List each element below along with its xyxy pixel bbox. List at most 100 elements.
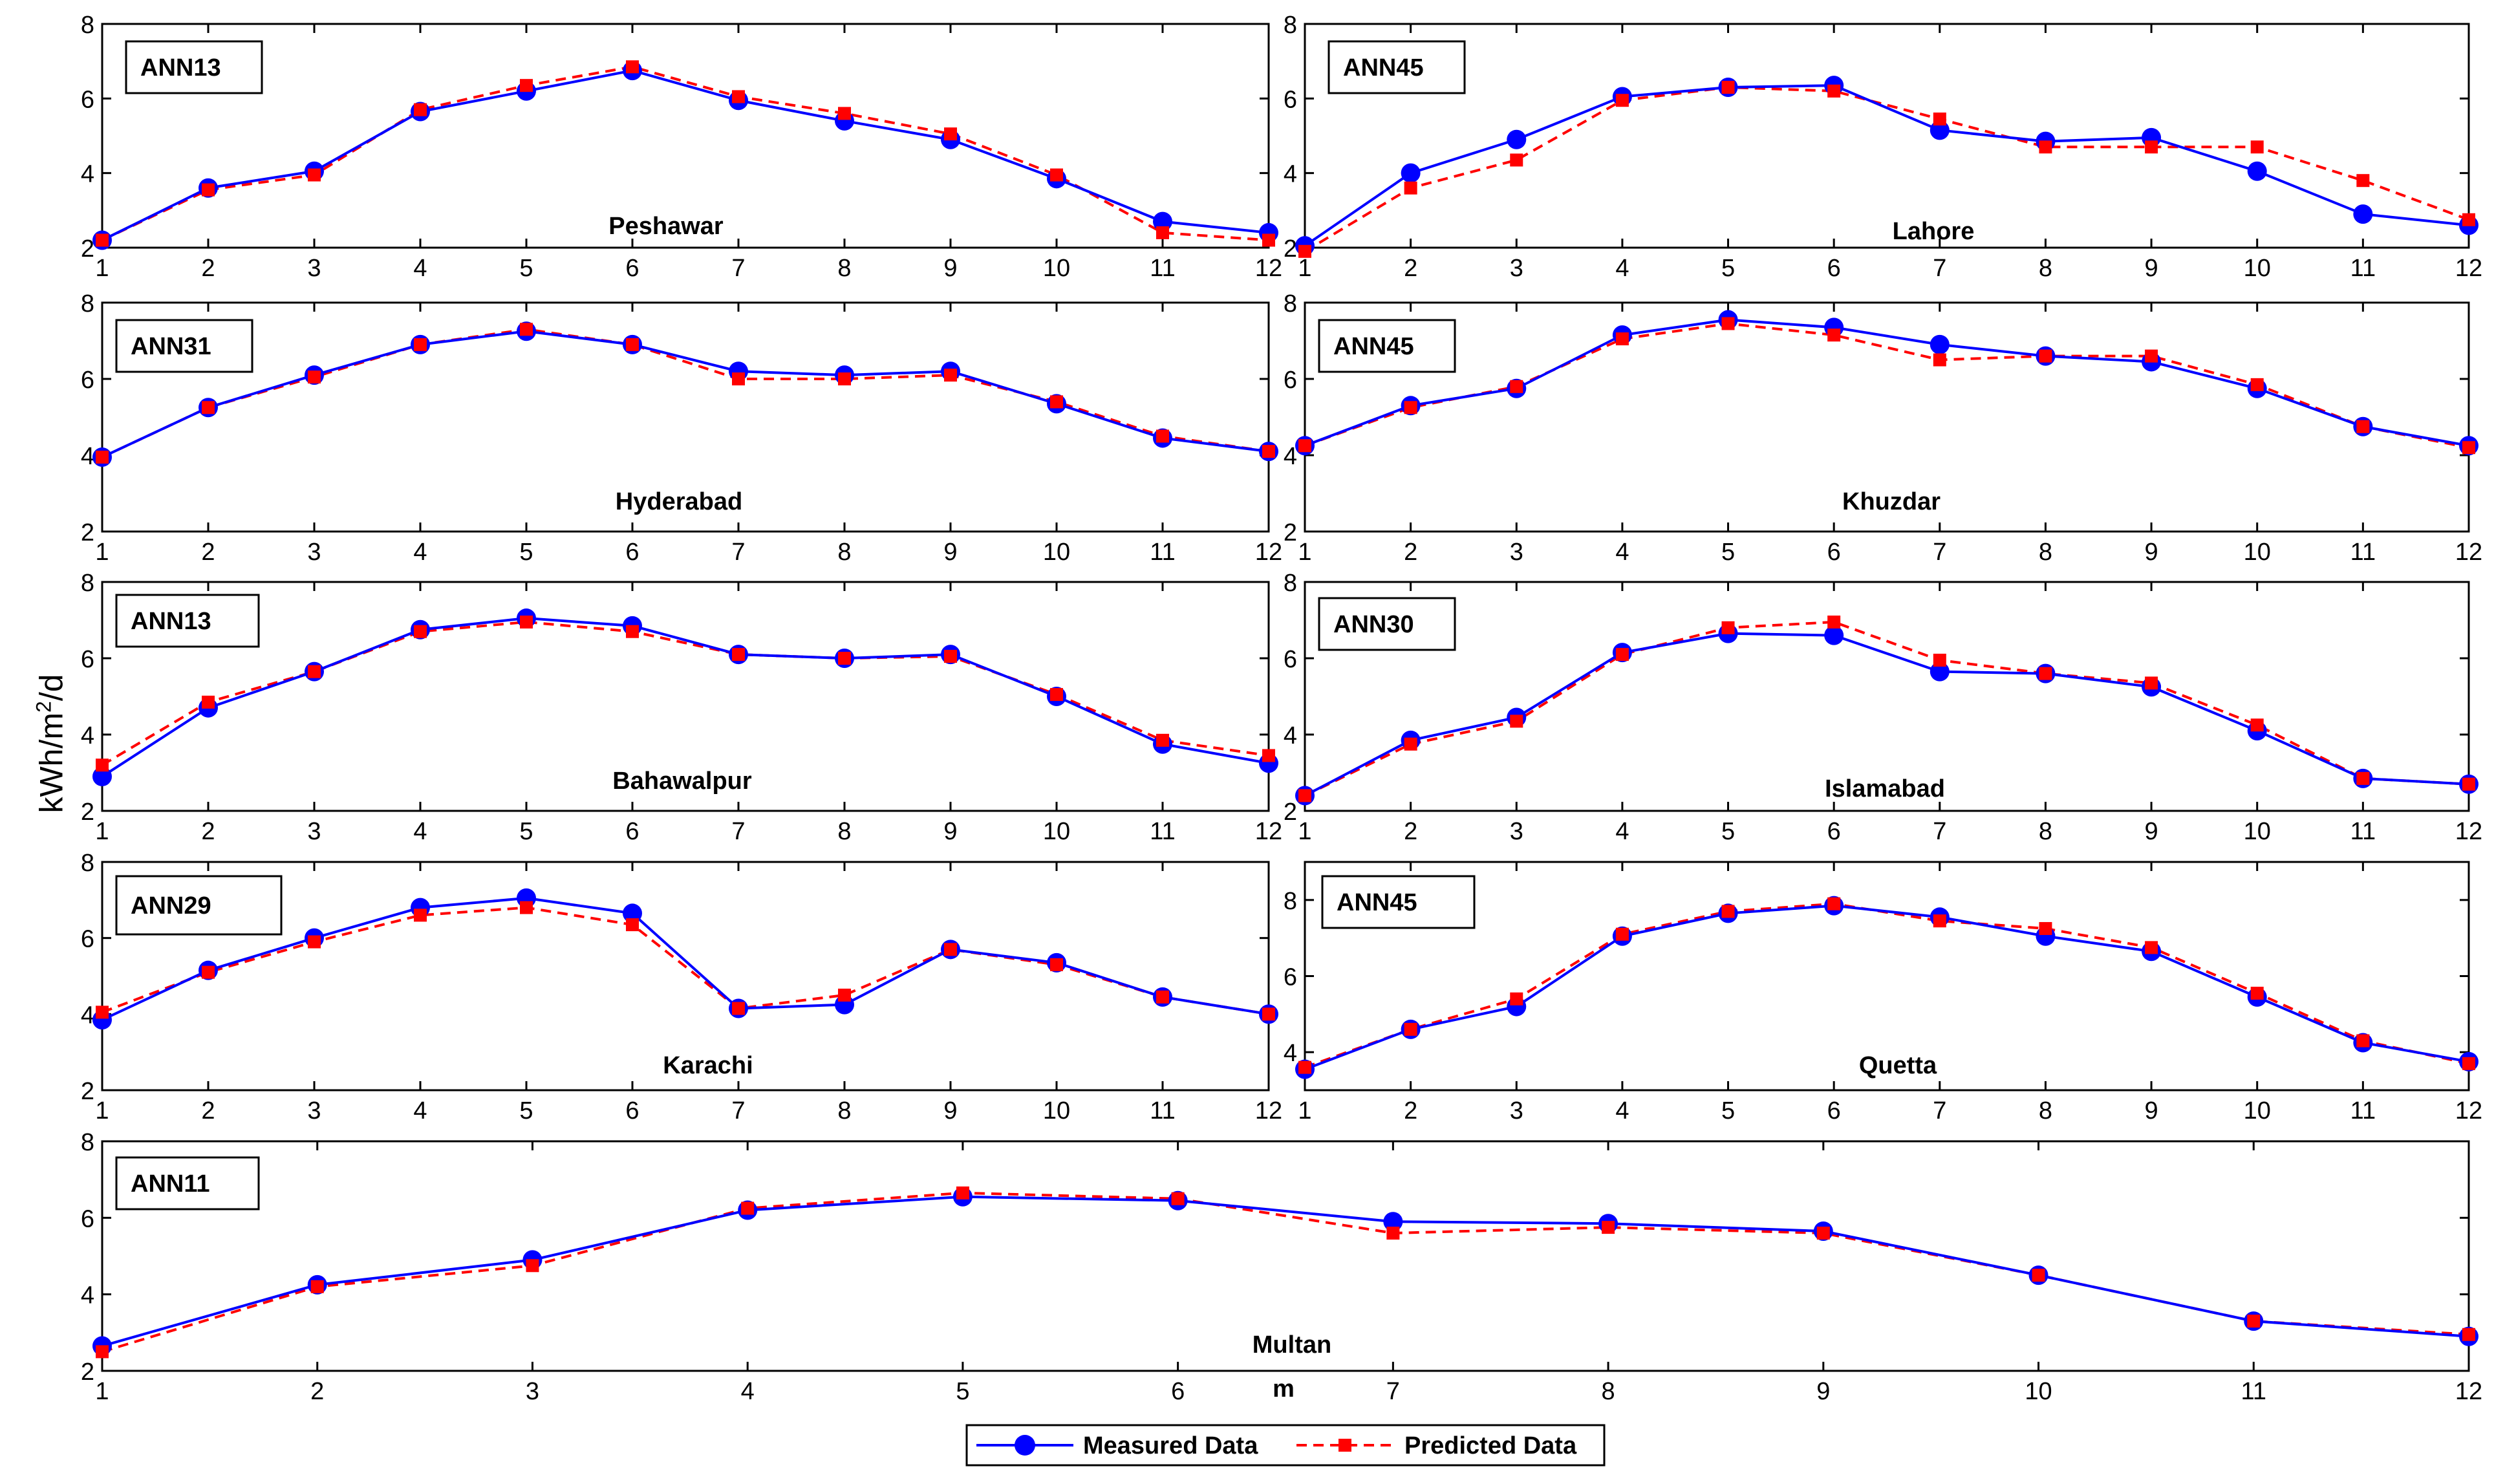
predicted-point bbox=[1933, 113, 1946, 126]
model-label: ANN11 bbox=[131, 1170, 210, 1198]
y-tick-label: 6 bbox=[1284, 86, 1297, 113]
measured-series-line bbox=[102, 896, 1269, 1021]
model-label-box bbox=[115, 319, 253, 373]
x-tick-label: 1 bbox=[1298, 539, 1311, 566]
predicted-point bbox=[202, 965, 215, 979]
model-label: ANN45 bbox=[1343, 54, 1424, 81]
x-tick-label: 8 bbox=[2039, 539, 2052, 566]
measured-series-line bbox=[102, 1195, 2469, 1348]
predicted-point bbox=[96, 233, 109, 247]
city-label: Hyderabad bbox=[616, 488, 742, 515]
predicted-point bbox=[2250, 140, 2264, 154]
predicted-point bbox=[838, 988, 851, 1002]
y-tick-label: 6 bbox=[81, 646, 94, 673]
measured-series-line bbox=[1304, 84, 2469, 247]
predicted-point bbox=[1615, 648, 1629, 661]
y-tick-label: 8 bbox=[1284, 570, 1297, 597]
x-tick-label: 6 bbox=[1827, 1097, 1841, 1124]
y-tick-label: 2 bbox=[81, 519, 94, 546]
legend-predicted-label: Predicted Data bbox=[1404, 1432, 1577, 1459]
x-tick-label: 11 bbox=[2350, 818, 2376, 845]
y-axis-label-tail: /d bbox=[33, 674, 70, 702]
predicted-point bbox=[1298, 1060, 1311, 1074]
city-label: Quetta bbox=[1859, 1052, 1937, 1079]
x-tick-label: 7 bbox=[1933, 1097, 1946, 1124]
predicted-point bbox=[732, 90, 745, 103]
y-tick-label: 4 bbox=[81, 161, 94, 188]
predicted-point bbox=[1510, 715, 1523, 728]
legend: Measured Data Predicted Data bbox=[965, 1424, 1606, 1467]
x-tick-label: 12 bbox=[1255, 1097, 1282, 1124]
x-tick-label: 7 bbox=[731, 818, 745, 845]
predicted-point bbox=[202, 183, 215, 197]
predicted-point bbox=[1721, 317, 1735, 330]
predicted-point bbox=[1615, 927, 1629, 941]
x-tick-label: 11 bbox=[2350, 539, 2376, 566]
predicted-point bbox=[1262, 445, 1275, 458]
y-tick-label: 4 bbox=[81, 1282, 94, 1309]
x-tick-label: 10 bbox=[2244, 255, 2271, 282]
x-tick-label: 9 bbox=[943, 255, 957, 282]
x-tick-label: 9 bbox=[1816, 1378, 1830, 1405]
predicted-point bbox=[2250, 986, 2264, 1000]
x-tick-label: 9 bbox=[943, 539, 957, 566]
x-tick-label: 12 bbox=[2455, 818, 2482, 845]
y-tick-label: 8 bbox=[81, 12, 94, 39]
x-tick-label: 3 bbox=[1510, 255, 1523, 282]
x-tick-label: 2 bbox=[1404, 539, 1417, 566]
legend-measured-marker bbox=[1015, 1435, 1035, 1456]
x-tick-label: 10 bbox=[1043, 539, 1070, 566]
y-tick-label: 2 bbox=[1284, 235, 1297, 263]
predicted-point bbox=[96, 1345, 109, 1359]
y-axis-label-base: kWh/m bbox=[33, 712, 70, 813]
predicted-point bbox=[2145, 349, 2158, 363]
x-tick-label: 5 bbox=[519, 818, 533, 845]
x-tick-label: 8 bbox=[2039, 818, 2052, 845]
measured-series-line bbox=[1304, 904, 2469, 1071]
x-tick-label: 7 bbox=[1933, 255, 1946, 282]
y-tick-label: 6 bbox=[81, 86, 94, 113]
plot-area-frame bbox=[101, 1140, 2470, 1372]
predicted-series-line bbox=[1304, 620, 2469, 797]
x-tick-label: 3 bbox=[307, 1097, 321, 1124]
x-tick-label: 10 bbox=[2244, 1097, 2271, 1124]
predicted-point bbox=[1602, 1221, 1615, 1234]
x-tick-label: 9 bbox=[2145, 1097, 2158, 1124]
y-tick-label: 4 bbox=[81, 722, 94, 749]
y-tick-label: 6 bbox=[81, 926, 94, 953]
x-tick-label: 3 bbox=[307, 539, 321, 566]
x-tick-label: 2 bbox=[310, 1378, 324, 1405]
predicted-point bbox=[1721, 905, 1735, 918]
x-tick-label: 7 bbox=[731, 539, 745, 566]
predicted-point bbox=[732, 1002, 745, 1015]
predicted-point bbox=[1171, 1192, 1185, 1205]
x-tick-label: 3 bbox=[307, 818, 321, 845]
y-tick-label: 4 bbox=[81, 443, 94, 470]
predicted-point bbox=[1933, 653, 1946, 667]
x-tick-label: 9 bbox=[2145, 255, 2158, 282]
predicted-point bbox=[2250, 718, 2264, 732]
measured-point bbox=[1507, 129, 1527, 149]
predicted-series-line bbox=[101, 620, 1269, 766]
predicted-series-line bbox=[102, 1191, 2469, 1353]
predicted-point bbox=[414, 103, 427, 116]
predicted-point bbox=[1050, 958, 1063, 971]
model-label: ANN29 bbox=[131, 892, 211, 919]
x-tick-label: 7 bbox=[1386, 1378, 1400, 1405]
predicted-point bbox=[1827, 84, 1841, 98]
y-tick-label: 2 bbox=[1284, 799, 1297, 826]
predicted-point bbox=[2356, 771, 2370, 785]
plot-area-frame bbox=[1304, 581, 2470, 812]
x-tick-label: 5 bbox=[1721, 1097, 1735, 1124]
x-tick-label: 1 bbox=[95, 539, 109, 566]
plot-area-frame bbox=[1304, 301, 2470, 533]
predicted-point bbox=[1050, 168, 1063, 182]
model-label-box bbox=[115, 594, 260, 648]
predicted-point bbox=[2039, 921, 2052, 935]
predicted-point bbox=[1615, 94, 1629, 107]
predicted-point bbox=[96, 758, 109, 772]
predicted-point bbox=[2356, 174, 2370, 188]
